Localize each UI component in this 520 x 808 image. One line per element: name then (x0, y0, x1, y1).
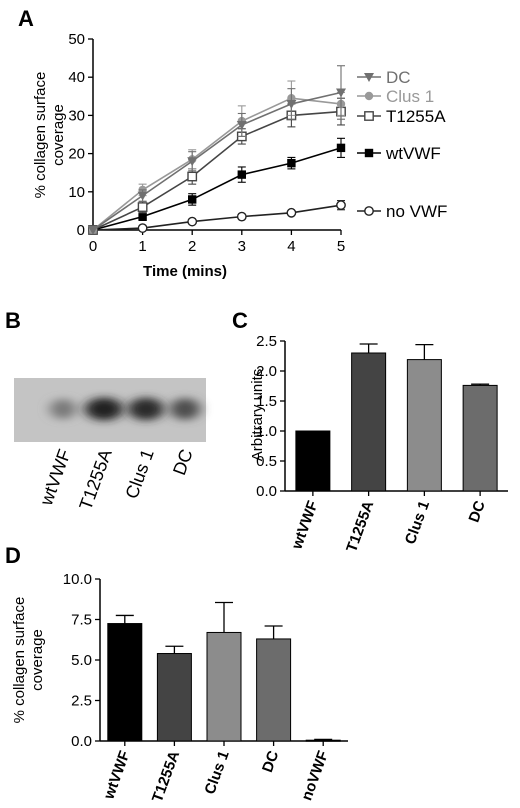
y-tick-label-c: 1.5 (256, 393, 277, 410)
data-point-wtvwf (188, 195, 197, 204)
panel-letter-a: A (18, 6, 34, 31)
x-tick-label-dc: DC (259, 748, 282, 774)
series-line-wtvwf (92, 147, 342, 231)
bar-t1255a (156, 653, 192, 742)
x-tick-label-novwf: noVWF (298, 749, 332, 803)
x-tick-label-a: 0 (89, 238, 97, 255)
bar-chart-d: % collagen surface coverage 0.0 2.5 5.0 7.5… (11, 571, 348, 805)
y-axis-title-c: Arbitrary units (249, 369, 266, 462)
bar-clus1 (206, 631, 242, 742)
y-tick-label-c: 1.0 (256, 423, 277, 440)
x-tick-label-a: 1 (138, 238, 146, 255)
y-tick-label-d: 7.5 (71, 612, 92, 629)
legend-marker-clus1 (364, 91, 374, 101)
data-point-novwf (336, 200, 346, 211)
y-axis-title-d-line2: coverage (29, 629, 46, 691)
y-tick-label-d: 2.5 (71, 693, 92, 710)
data-point-novwf (137, 223, 148, 233)
y-tick-label-c: 0.5 (256, 453, 277, 470)
data-point-novwf (236, 211, 247, 222)
y-axis-title-a-line1: % collagen surface (32, 72, 49, 199)
legend-marker-dc (364, 73, 374, 82)
legend-marker-novwf (364, 206, 374, 216)
blot-band (128, 397, 164, 421)
x-tick-label-clus1: Clus 1 (402, 499, 433, 547)
blot-lane-label: wtVWF (36, 447, 75, 509)
x-tick-label-a: 5 (337, 238, 345, 255)
bar-wtvwf (295, 430, 331, 492)
x-tick-label-t1255a: T1255A (343, 498, 377, 554)
legend-marker-t1255a (364, 111, 374, 121)
legend-label-clus1: Clus 1 (386, 87, 434, 106)
y-tick-label-a: 30 (68, 107, 85, 124)
y-tick-label-d: 0.0 (71, 733, 92, 750)
line-chart-a: % collagen surface coverage Time (mins) … (32, 31, 447, 280)
data-point-wtvwf (336, 143, 346, 153)
blot-lane-label: Clus 1 (122, 447, 158, 502)
x-tick-label-wtvwf: wtVWF (288, 499, 321, 553)
y-tick-label-c: 2.0 (256, 363, 277, 380)
y-tick-label-a: 0 (77, 222, 85, 239)
panel-letter-b: B (5, 308, 21, 333)
legend-label-t1255a: T1255A (386, 107, 446, 126)
x-tick-label-clus1: Clus 1 (201, 749, 232, 797)
legend-label-novwf: no VWF (386, 202, 447, 221)
data-point-dc (336, 88, 346, 98)
y-tick-label-c: 0.0 (256, 483, 277, 500)
blot-band (85, 397, 123, 421)
y-tick-label-a: 40 (68, 69, 85, 86)
data-point-wtvwf (138, 212, 147, 221)
data-point-wtvwf (287, 158, 296, 168)
y-tick-label-a: 50 (68, 31, 85, 48)
series-line-t1255a (92, 110, 342, 231)
data-point-dc (88, 226, 98, 235)
data-point-novwf (286, 207, 297, 218)
bar-t1255a (351, 352, 387, 492)
blot-band (170, 398, 200, 420)
x-tick-label-t1255a: T1255A (149, 748, 183, 804)
y-axis-title-d-line1: % collagen surface (11, 597, 28, 724)
y-tick-label-d: 5.0 (71, 652, 92, 669)
bar-clus1 (406, 359, 442, 492)
blot-lane-label: DC (169, 447, 197, 478)
x-tick-label-dc: DC (465, 498, 488, 524)
panel-letter-c: C (232, 308, 248, 333)
y-tick-label-d: 10.0 (63, 571, 92, 588)
data-point-t1255a (137, 202, 148, 212)
data-point-dc (236, 120, 247, 130)
panel-letter-d: D (5, 543, 21, 568)
x-tick-label-a: 3 (238, 238, 246, 255)
bar-chart-c: Arbitrary units 0.0 0.5 1.0 1.5 2.0 2.5 wtVWF T… (249, 333, 508, 555)
data-point-dc (286, 99, 297, 109)
data-point-t1255a (187, 171, 198, 182)
legend-label-wtvwf: wtVWF (385, 144, 441, 163)
x-tick-label-a: 2 (188, 238, 196, 255)
y-tick-label-a: 10 (68, 184, 85, 201)
bar-dc (462, 384, 498, 492)
data-point-dc (137, 191, 148, 201)
series-line-clus1 (92, 97, 342, 231)
western-blot: wtVWF T1255A Clus 1 DC (14, 378, 206, 513)
bar-wtvwf (107, 623, 143, 742)
y-axis-title-a-line2: coverage (50, 104, 67, 166)
blot-lane-label: T1255A (75, 447, 115, 513)
blot-band (50, 398, 76, 420)
y-tick-label-c: 2.5 (256, 333, 277, 350)
x-tick-label-wtvwf: wtVWF (100, 749, 133, 803)
data-point-novwf (187, 216, 198, 227)
x-axis-title-a: Time (mins) (143, 263, 227, 280)
data-point-dc (187, 157, 198, 167)
series-line-dc (92, 91, 342, 231)
legend-marker-wtvwf (364, 148, 374, 158)
series-line-novwf (92, 204, 342, 231)
bar-dc (256, 638, 292, 742)
y-tick-label-a: 20 (68, 146, 85, 163)
x-tick-label-a: 4 (287, 238, 295, 255)
data-point-wtvwf (237, 170, 246, 179)
legend-label-dc: DC (386, 68, 411, 87)
